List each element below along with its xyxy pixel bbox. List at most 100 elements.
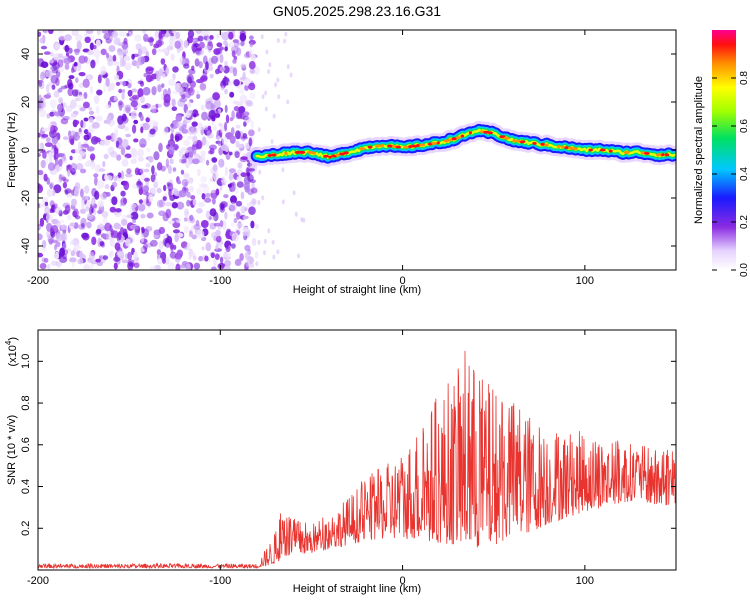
noise-speckle bbox=[223, 40, 228, 46]
noise-speckle bbox=[87, 74, 91, 81]
noise-speckle bbox=[58, 209, 63, 217]
noise-speckle bbox=[133, 151, 137, 161]
noise-speckle bbox=[224, 211, 228, 220]
noise-speckle bbox=[204, 45, 212, 50]
noise-speckle bbox=[43, 51, 51, 55]
x-tick-label: 0 bbox=[400, 575, 406, 587]
noise-speckle bbox=[90, 263, 94, 270]
trace-peak bbox=[519, 140, 526, 144]
noise-speckle bbox=[228, 204, 236, 212]
noise-speckle bbox=[50, 231, 56, 238]
noise-speckle bbox=[60, 224, 68, 230]
spectrogram-ylabel: Frequency (Hz) bbox=[6, 112, 18, 188]
noise-speckle bbox=[64, 34, 72, 41]
noise-speckle bbox=[156, 199, 164, 208]
noise-speckle bbox=[152, 121, 159, 127]
noise-speckle bbox=[127, 251, 133, 261]
noise-speckle bbox=[47, 263, 51, 270]
noise-speckle bbox=[257, 239, 261, 245]
snr-frame bbox=[37, 329, 677, 571]
noise-speckle bbox=[44, 206, 51, 216]
noise-speckle bbox=[142, 122, 150, 131]
noise-speckle bbox=[283, 38, 287, 44]
noise-speckle bbox=[267, 228, 271, 234]
noise-speckle bbox=[118, 100, 123, 106]
noise-speckle bbox=[184, 208, 189, 218]
noise-speckle bbox=[83, 264, 91, 270]
noise-speckle bbox=[197, 35, 204, 42]
noise-speckle bbox=[76, 104, 83, 109]
noise-speckle bbox=[194, 58, 200, 67]
noise-speckle bbox=[38, 252, 44, 258]
noise-speckle bbox=[286, 99, 290, 105]
noise-speckle bbox=[154, 32, 159, 42]
noise-speckle bbox=[243, 111, 250, 117]
trace-peak bbox=[588, 148, 593, 152]
noise-speckle bbox=[250, 179, 256, 184]
noise-speckle bbox=[196, 208, 203, 214]
noise-speckle bbox=[176, 121, 183, 129]
noise-speckle bbox=[169, 35, 176, 41]
noise-speckle bbox=[160, 165, 166, 172]
trace-peak bbox=[512, 139, 517, 143]
noise-speckle bbox=[113, 262, 118, 270]
noise-speckle bbox=[204, 197, 212, 203]
noise-speckle bbox=[146, 67, 154, 71]
noise-speckle bbox=[58, 35, 66, 41]
noise-speckle bbox=[223, 194, 229, 199]
noise-speckle bbox=[140, 126, 144, 134]
noise-speckle bbox=[237, 162, 243, 169]
snr-panel: -200 -100 0 100 0.2 0.4 0.6 0.8 1.0 Height of s… bbox=[4, 329, 677, 595]
noise-speckle bbox=[250, 120, 254, 130]
noise-speckle bbox=[209, 178, 214, 183]
noise-speckle bbox=[38, 225, 42, 230]
noise-speckle bbox=[131, 60, 138, 67]
noise-speckle bbox=[268, 62, 272, 68]
noise-speckle bbox=[244, 251, 250, 260]
noise-speckle bbox=[61, 176, 67, 182]
noise-speckle bbox=[40, 247, 47, 253]
noise-speckle bbox=[55, 233, 64, 242]
noise-speckle bbox=[142, 185, 150, 193]
noise-speckle bbox=[272, 254, 276, 260]
noise-speckle bbox=[85, 206, 90, 212]
noise-speckle bbox=[49, 148, 55, 153]
noise-speckle bbox=[57, 53, 64, 59]
noise-speckle bbox=[133, 262, 140, 269]
noise-speckle bbox=[85, 30, 94, 34]
x-tick-label: 100 bbox=[576, 575, 594, 587]
trace-peak bbox=[391, 145, 397, 148]
noise-speckle bbox=[130, 211, 139, 221]
y-tick-label: 20 bbox=[20, 96, 32, 108]
noise-speckle bbox=[183, 139, 191, 147]
noise-speckle bbox=[55, 77, 60, 87]
noise-speckle bbox=[80, 188, 84, 198]
noise-speckle bbox=[186, 199, 191, 207]
noise-speckle bbox=[133, 119, 139, 125]
noise-speckle bbox=[49, 59, 54, 64]
noise-speckle bbox=[80, 119, 84, 128]
noise-speckle bbox=[81, 222, 85, 229]
noise-speckle bbox=[102, 216, 108, 224]
noise-speckle bbox=[158, 142, 163, 153]
noise-speckle bbox=[185, 263, 191, 270]
noise-speckle bbox=[209, 35, 214, 40]
trace-peak bbox=[298, 150, 306, 154]
noise-speckle bbox=[229, 135, 236, 144]
noise-speckle bbox=[53, 111, 61, 117]
noise-speckle bbox=[143, 168, 150, 173]
noise-speckle bbox=[240, 156, 248, 161]
noise-speckle bbox=[149, 119, 156, 128]
noise-speckle bbox=[42, 150, 47, 159]
noise-speckle bbox=[67, 87, 74, 97]
noise-speckle bbox=[215, 229, 221, 237]
noise-speckle bbox=[236, 181, 244, 188]
noise-speckle bbox=[136, 148, 144, 158]
noise-speckle bbox=[134, 34, 142, 42]
noise-speckle bbox=[43, 30, 48, 34]
noise-speckle bbox=[208, 216, 212, 220]
noise-speckle bbox=[77, 258, 84, 265]
noise-speckle bbox=[193, 262, 201, 270]
noise-speckle bbox=[191, 234, 197, 240]
noise-speckle bbox=[125, 173, 133, 178]
